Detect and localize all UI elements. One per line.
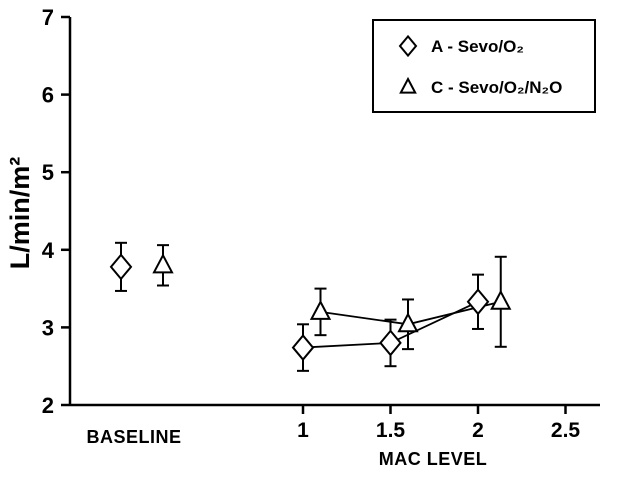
y-tick-label: 5 (42, 160, 54, 185)
diamond-marker (291, 334, 315, 362)
diamond-marker (466, 288, 490, 316)
triangle-marker (399, 76, 417, 94)
triangle-marker (490, 289, 512, 310)
x-tick-label: 2.5 (551, 419, 581, 442)
y-tick-label: 2 (42, 393, 54, 418)
x-tick-label: 1.5 (376, 419, 406, 442)
diamond-marker (379, 329, 402, 357)
triangle-marker (309, 299, 332, 320)
diamond-marker (109, 253, 133, 281)
triangle-marker (397, 312, 419, 333)
x-tick-label: 2 (472, 419, 484, 442)
y-tick-label: 7 (42, 5, 54, 30)
y-tick-label: 3 (42, 315, 54, 340)
x-axis-title: MAC LEVEL (378, 449, 488, 469)
baseline-label: BASELINE (86, 427, 182, 447)
legend-label: A - Sevo/O₂ (431, 37, 524, 56)
y-tick-label: 6 (42, 83, 54, 108)
y-axis-title: L/min/m² (5, 156, 35, 270)
diamond-marker (398, 34, 418, 58)
legend-label: C - Sevo/O₂/N₂O (431, 78, 562, 97)
triangle-marker (152, 253, 174, 274)
y-tick-label: 4 (42, 238, 55, 263)
legend-box (372, 19, 596, 113)
x-tick-label: 1 (297, 419, 309, 442)
